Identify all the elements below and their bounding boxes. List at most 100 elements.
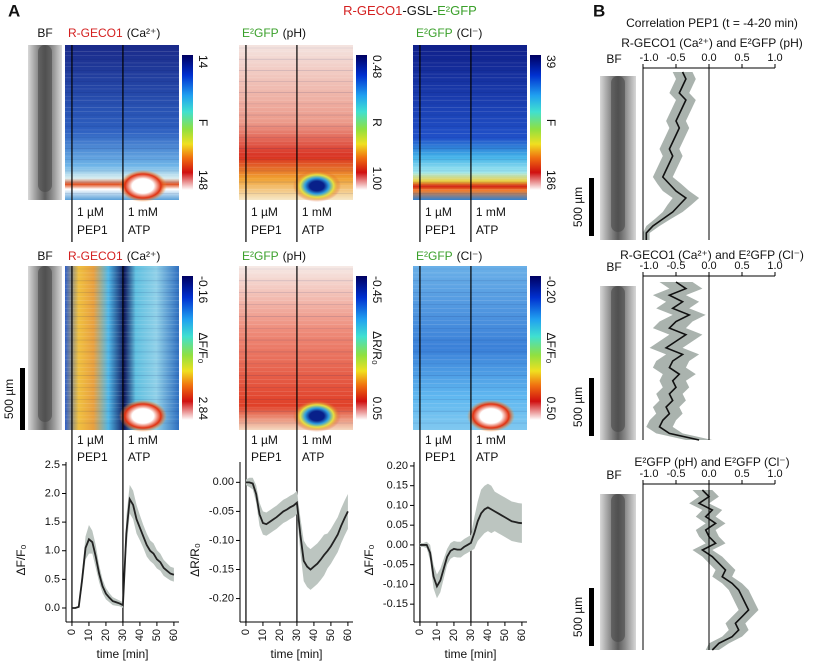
sensor-name: E²GFP: [242, 26, 279, 40]
colorbar-label: 0.05: [370, 397, 384, 421]
x-tick-label: 0.0: [701, 260, 716, 272]
mean-line: [419, 506, 523, 589]
plot-title: E²GFP (pH) and E²GFP (Cl⁻): [634, 455, 789, 469]
y-tick-label: 2.0: [45, 487, 60, 499]
x-tick-label: 30: [117, 629, 129, 641]
y-tick-label: 1.0: [45, 545, 60, 557]
x-tick-label: 40: [134, 629, 146, 641]
colorbar-label: 1.00: [370, 167, 384, 191]
title-part: R-GECO1: [343, 3, 402, 18]
error-band: [643, 72, 700, 240]
y-axis-label: ΔF/F₀: [362, 544, 376, 575]
plot-title: R-GECO1 (Ca²⁺) and E²GFP (pH): [621, 36, 802, 50]
treatment-name: PEP1: [425, 450, 456, 464]
sensor-name: E²GFP: [416, 26, 453, 40]
y-axis-label: ΔR/R₀: [188, 543, 202, 577]
bf-root: [611, 286, 625, 432]
treatment-dose: 1 µM: [77, 205, 104, 219]
mean-line: [245, 481, 349, 571]
x-axis-label: time [min]: [96, 647, 148, 661]
y-tick-label: -0.20: [209, 592, 234, 604]
colorbar-label: 2.84: [196, 397, 210, 421]
mean-line: [645, 71, 688, 240]
scale-bar: [589, 378, 594, 436]
y-tick-label: -0.10: [383, 578, 408, 590]
treatment-dose: 1 mM: [476, 205, 506, 219]
sensor-ion: (Cl⁻): [457, 249, 483, 263]
x-tick-label: 50: [499, 629, 511, 641]
y-tick-label: 0.20: [387, 460, 408, 472]
x-tick-label: 1.0: [767, 260, 782, 272]
heatmap-response: [466, 400, 515, 432]
x-tick-label: -0.5: [667, 52, 686, 64]
bf-label: BF: [606, 260, 621, 274]
x-tick-label: 20: [448, 629, 460, 641]
x-tick-label: 60: [342, 629, 354, 641]
y-tick-label: 0.0: [45, 602, 60, 614]
treatment-dose: 1 mM: [476, 433, 506, 447]
colorbar-label: 39: [544, 55, 558, 69]
treatment-dose: 1 µM: [425, 205, 452, 219]
scale-bar: [589, 588, 594, 646]
column-header: R-GECO1 (Ca²⁺): [68, 249, 160, 263]
x-tick-label: 0.0: [701, 468, 716, 480]
x-tick-label: 60: [168, 629, 180, 641]
treatment-name: PEP1: [251, 450, 282, 464]
x-tick-label: -1.0: [640, 52, 659, 64]
y-axis-label: ΔF/F₀: [14, 544, 28, 575]
x-tick-label: 40: [308, 629, 320, 641]
panel-label: A: [8, 1, 20, 20]
heatmap: [239, 45, 353, 200]
treatment-name: ATP: [128, 450, 150, 464]
y-tick-label: -0.10: [209, 534, 234, 546]
colorbar-title: ΔF/F₀: [196, 333, 210, 364]
heatmap: [65, 45, 179, 200]
column-header: E²GFP (Cl⁻): [416, 249, 482, 263]
y-tick-label: 0.15: [387, 480, 408, 492]
treatment-dose: 1 mM: [128, 433, 158, 447]
y-tick-label: 2.5: [45, 459, 60, 471]
x-tick-label: 1.0: [767, 468, 782, 480]
colorbar: [530, 55, 541, 190]
sensor-ion: (Ca²⁺): [127, 249, 161, 263]
x-tick-label: 30: [291, 629, 303, 641]
colorbar: [530, 276, 541, 420]
x-tick-label: -0.5: [667, 260, 686, 272]
x-tick-label: 0.5: [734, 52, 749, 64]
sensor-name: R-GECO1: [68, 249, 123, 263]
error-band: [689, 490, 759, 650]
x-tick-label: 60: [516, 629, 528, 641]
sensor-ion: (pH): [283, 249, 306, 263]
treatment-name: PEP1: [425, 223, 456, 237]
heatmap: [413, 266, 527, 430]
bf-label: BF: [606, 468, 621, 482]
treatment-dose: 1 µM: [77, 433, 104, 447]
treatment-dose: 1 µM: [251, 205, 278, 219]
colorbar: [356, 276, 367, 420]
x-tick-label: 20: [100, 629, 112, 641]
colorbar: [182, 55, 193, 190]
treatment-name: PEP1: [77, 223, 108, 237]
heatmap: [65, 266, 179, 430]
y-tick-label: -0.05: [209, 505, 234, 517]
y-tick-label: 0.5: [45, 573, 60, 585]
heatmap-response: [118, 400, 167, 432]
colorbar-title: R: [370, 118, 384, 127]
scale-bar-label: 500 µm: [571, 597, 585, 637]
y-tick-label: 0.00: [387, 539, 408, 551]
y-tick-label: -0.05: [383, 559, 408, 571]
y-tick-label: 1.5: [45, 516, 60, 528]
plot-title: R-GECO1 (Ca²⁺) and E²GFP (Cl⁻): [620, 248, 804, 262]
treatment-dose: 1 µM: [425, 433, 452, 447]
colorbar-label: 186: [544, 170, 558, 190]
x-tick-label: 1.0: [767, 52, 782, 64]
scale-bar-label: 500 µm: [571, 387, 585, 427]
title-part: E²GFP: [437, 3, 477, 18]
y-tick-label: 0.10: [387, 499, 408, 511]
colorbar-label: -0.16: [196, 276, 210, 304]
scale-bar: [20, 368, 25, 430]
bf-root: [38, 45, 52, 192]
colorbar: [182, 276, 193, 420]
treatment-name: PEP1: [251, 223, 282, 237]
